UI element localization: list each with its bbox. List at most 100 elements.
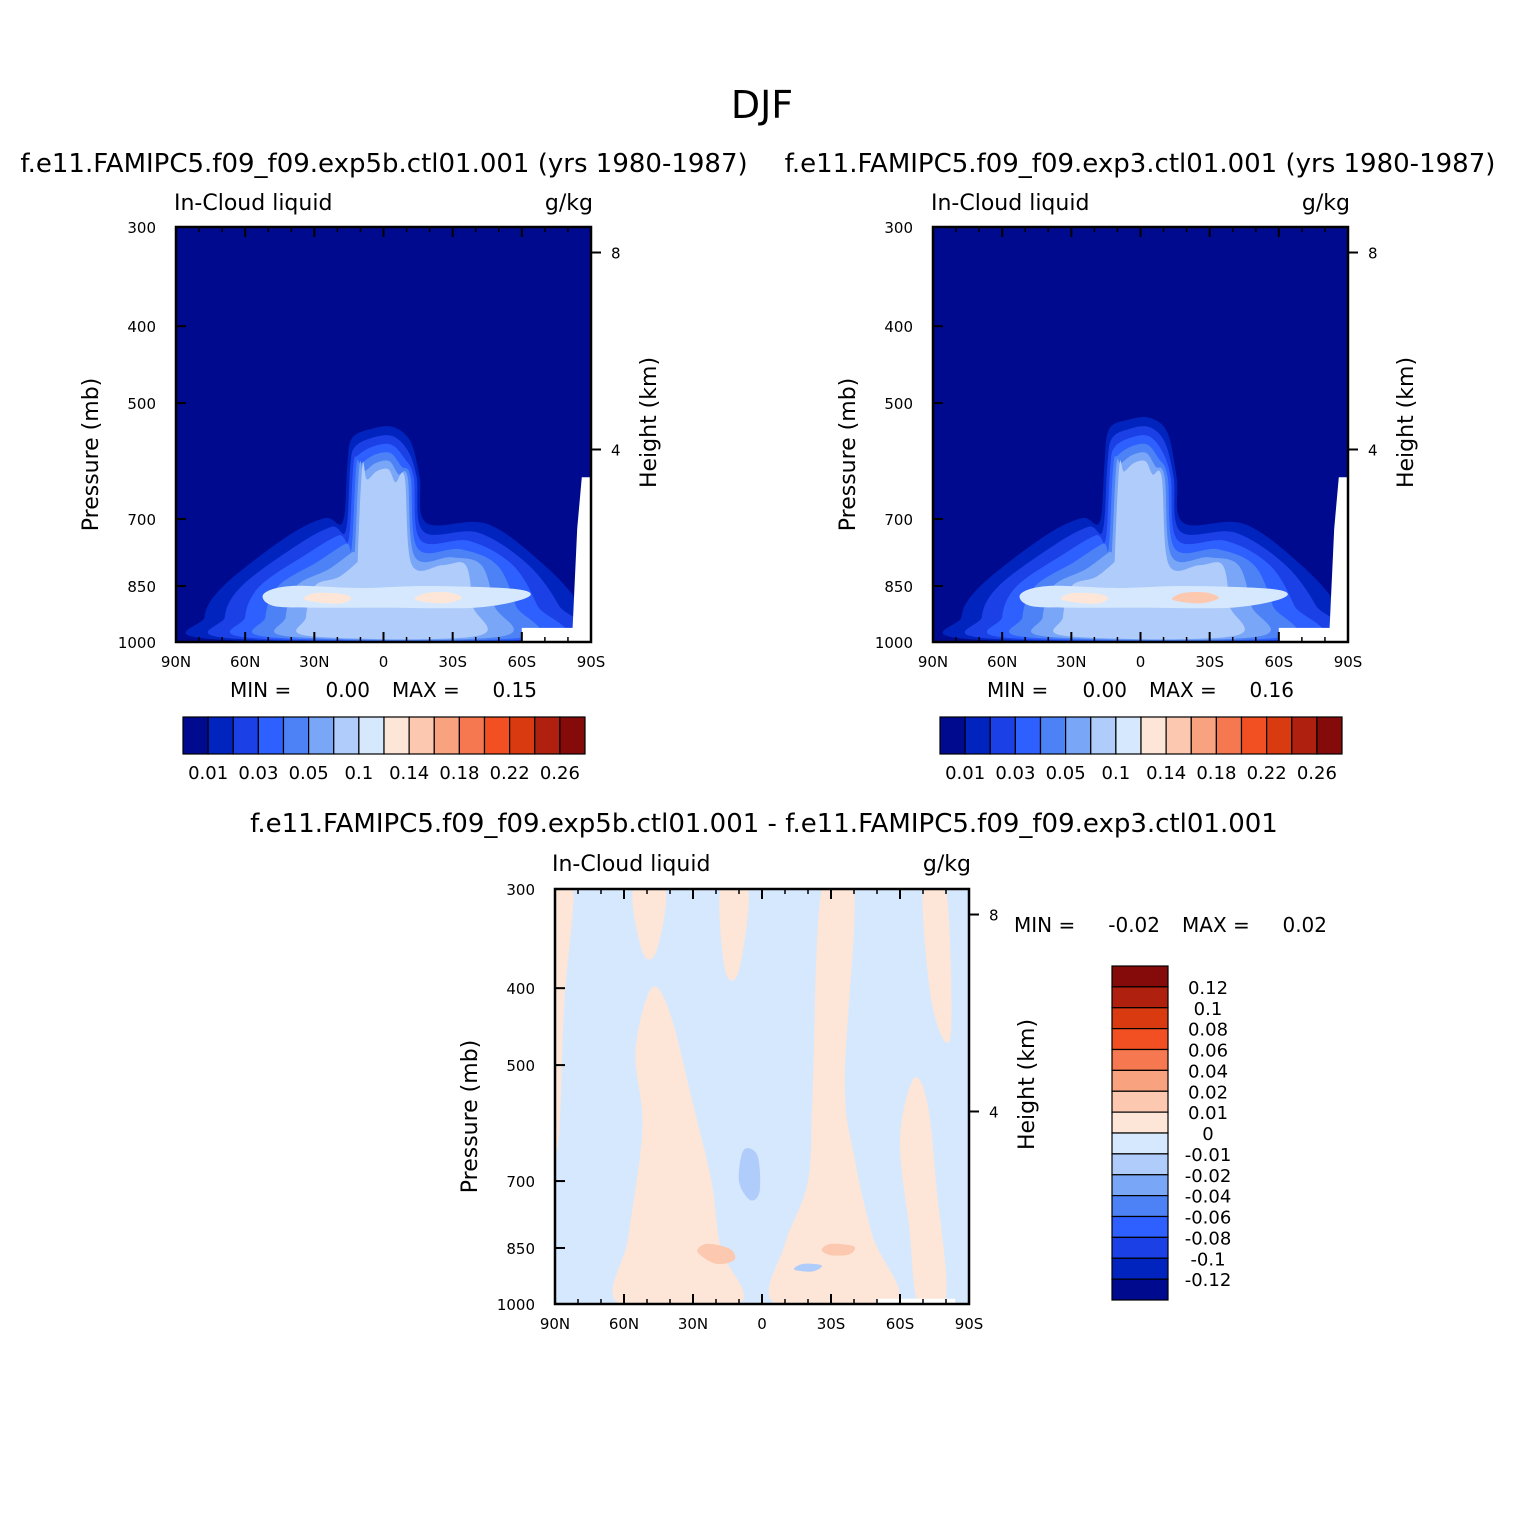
colorbar-box: [964, 716, 991, 755]
contour-level-8: [304, 592, 352, 604]
colorbar-box: [1111, 1132, 1169, 1155]
x-tick-label: 30S: [1195, 653, 1224, 671]
colorbar-box: [1065, 716, 1092, 755]
y-tick-label: 1000: [118, 634, 156, 652]
y-tick-label: 1000: [875, 634, 913, 652]
contour-level-8: [1061, 592, 1109, 604]
plot-axes: 90N 60N 30N 0 30S 60S 90S 300 400 500 700 850 1000 Pr…: [79, 219, 662, 671]
colorbar-label: 0.1: [345, 763, 374, 784]
y2-axis-label: Height (km): [637, 357, 662, 488]
colorbar-box: [257, 716, 285, 755]
max-value: 0.02: [1282, 913, 1327, 937]
min-value: 0.00: [1082, 678, 1127, 702]
colorbar-box: [1111, 1048, 1169, 1071]
colorbar-label: -0.04: [1185, 1187, 1232, 1208]
min-label: MIN =: [230, 678, 291, 702]
y-tick-label: 850: [506, 1240, 535, 1258]
colorbar-label: -0.02: [1185, 1166, 1232, 1187]
y-tick-label: 700: [506, 1173, 535, 1191]
contour-level-8: [1172, 591, 1219, 604]
colorbar-label: 0.08: [1188, 1020, 1228, 1041]
y-tick-label: 400: [506, 980, 535, 998]
plot-axes: 90N 60N 30N 0 30S 60S 90S 300 400 500 700 850 1000 Pr…: [458, 881, 1040, 1333]
colorbar-box: [1111, 1090, 1169, 1113]
contour-level-pos2: [821, 1243, 856, 1256]
min-value: -0.02: [1108, 913, 1160, 937]
y-axis-label: Pressure (mb): [836, 378, 861, 532]
y2-tick-label: 8: [611, 245, 621, 263]
left-string: In-Cloud liquid: [174, 191, 332, 216]
x-tick-label: 60S: [886, 1315, 915, 1333]
colorbar-label: 0.05: [1046, 763, 1086, 784]
colorbar-label: 0: [1202, 1124, 1213, 1145]
y-tick-label: 500: [884, 395, 913, 413]
colorbar-box: [207, 716, 234, 755]
colorbar-label: 0.05: [289, 763, 329, 784]
y-tick-label: 300: [127, 219, 156, 237]
x-tick-label: 60N: [609, 1315, 639, 1333]
colorbar-label: -0.12: [1185, 1270, 1232, 1291]
colorbar-box: [1240, 716, 1268, 755]
x-tick-label: 90N: [161, 653, 191, 671]
y-tick-label: 500: [506, 1057, 535, 1075]
colorbar-box: [383, 716, 410, 755]
contour-level-neg2: [793, 1263, 823, 1272]
colorbar-box: [433, 716, 460, 755]
colorbar-box: [358, 716, 385, 755]
max-label: MAX =: [392, 678, 460, 702]
colorbar-label: -0.1: [1190, 1249, 1225, 1270]
y2-tick-label: 4: [989, 1103, 999, 1121]
x-tick-label: 30N: [678, 1315, 708, 1333]
colorbar-label: 0.22: [490, 763, 530, 784]
colorbar-label: -0.01: [1185, 1145, 1232, 1166]
missing-data: [521, 477, 591, 642]
contour-level-7: [262, 585, 531, 609]
panel-title: f.e11.FAMIPC5.f09_f09.exp5b.ctl01.001 (y…: [20, 149, 747, 179]
contour-level-pos: [899, 1077, 947, 1304]
contour-field: [176, 227, 591, 642]
colorbar-label: 0.03: [995, 763, 1035, 784]
colorbar: 0.120.10.080.060.040.020.010-0.01-0.02-0…: [1111, 965, 1232, 1301]
colorbar-box: [1266, 716, 1293, 755]
x-tick-label: 0: [379, 653, 389, 671]
contour-field: [933, 227, 1348, 642]
panel-case2: f.e11.FAMIPC5.f09_f09.exp3.ctl01.001 (yr…: [785, 149, 1496, 784]
left-string: In-Cloud liquid: [931, 191, 1089, 216]
contour-level-neg2: [738, 1148, 761, 1201]
panel-title: f.e11.FAMIPC5.f09_f09.exp5b.ctl01.001 - …: [250, 809, 1278, 839]
colorbar-box: [308, 716, 335, 755]
figure-title: DJF: [731, 83, 793, 127]
colorbar-box: [1111, 1278, 1169, 1301]
colorbar-box: [534, 716, 561, 755]
colorbar-box: [1115, 716, 1142, 755]
colorbar-label: 0.18: [439, 763, 479, 784]
colorbar-label: 0.01: [188, 763, 228, 784]
colorbar-box: [509, 716, 536, 755]
colorbar-label: 0.14: [1146, 763, 1186, 784]
contour-level-pos: [719, 889, 749, 981]
colorbar: 0.01 0.03 0.05 0.1 0.14 0.18 0.22 0.26: [939, 716, 1343, 784]
x-tick-label: 90N: [918, 653, 948, 671]
colorbar-box: [458, 716, 486, 755]
colorbar-box: [1014, 716, 1042, 755]
y2-tick-label: 8: [1368, 245, 1378, 263]
panel-case1: f.e11.FAMIPC5.f09_f09.exp5b.ctl01.001 (y…: [20, 149, 747, 784]
contour-level-pos2: [697, 1243, 736, 1265]
contour-level-pos: [612, 986, 745, 1304]
min-label: MIN =: [1014, 913, 1075, 937]
colorbar-label: 0.01: [1188, 1103, 1228, 1124]
x-tick-label: 60N: [230, 653, 260, 671]
colorbar-label: 0.1: [1102, 763, 1131, 784]
colorbar-box: [1039, 716, 1067, 755]
colorbar-box: [1111, 1174, 1169, 1197]
x-tick-label: 60N: [987, 653, 1017, 671]
colorbar: 0.01 0.03 0.05 0.1 0.14 0.18 0.22 0.26: [182, 716, 586, 784]
colorbar-box: [1090, 716, 1117, 755]
max-label: MAX =: [1149, 678, 1217, 702]
y-tick-label: 850: [884, 578, 913, 596]
colorbar-label: 0.02: [1188, 1082, 1228, 1103]
y2-tick-label: 4: [1368, 441, 1378, 459]
colorbar-label: 0.12: [1188, 978, 1228, 999]
max-label: MAX =: [1182, 913, 1250, 937]
colorbar-box: [1111, 1153, 1169, 1176]
